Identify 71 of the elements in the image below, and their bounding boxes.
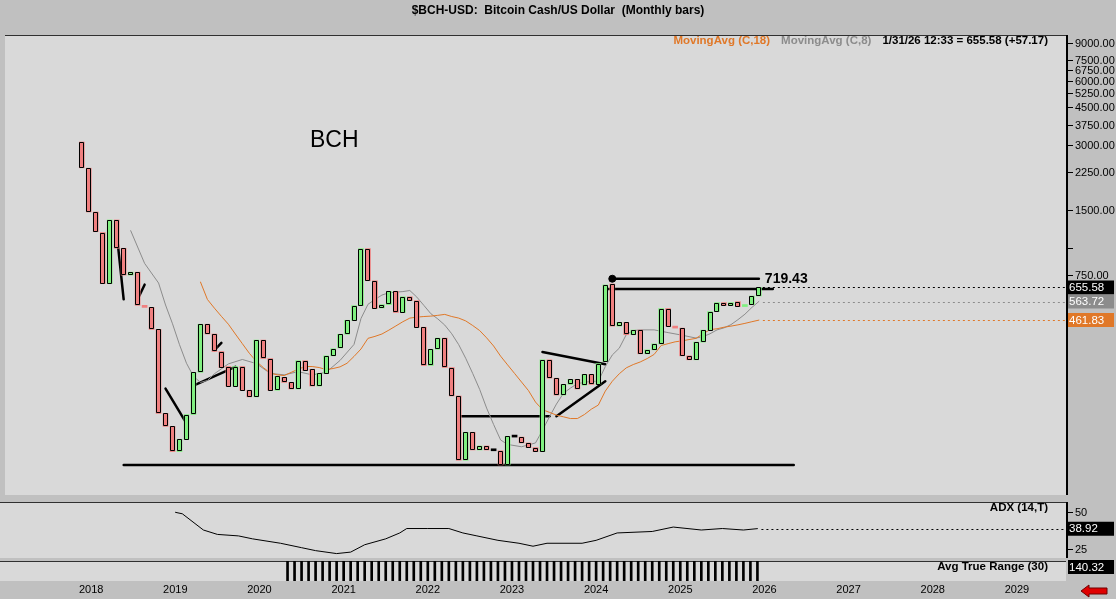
chart-title: $BCH-USD: Bitcoin Cash/US Dollar (Monthly bars) <box>410 3 706 17</box>
candlestick <box>476 445 483 451</box>
y-tick-label: 6750.00 <box>1075 63 1115 76</box>
candlestick <box>483 445 490 451</box>
legend-label: Avg True Range (30) <box>937 560 1049 573</box>
candlestick <box>204 323 211 335</box>
candlestick <box>546 359 553 379</box>
text: ADX (14,T) <box>989 501 1049 514</box>
y-tick-label: 50 <box>1075 505 1088 518</box>
candlestick <box>742 304 748 307</box>
x-tick-label: 2026 <box>752 583 777 596</box>
x-tick-label: 2019 <box>163 583 188 596</box>
y-tick-label: 5250.00 <box>1075 86 1115 99</box>
candlestick <box>148 307 155 330</box>
candlestick <box>532 447 539 452</box>
candlestick <box>78 141 85 169</box>
candlestick <box>560 384 567 396</box>
y-tick-label: 4500.00 <box>1075 100 1115 113</box>
x-tick-label: 2023 <box>499 583 525 596</box>
candlestick <box>525 442 532 448</box>
candlestick <box>169 426 176 452</box>
x-tick-label: 2027 <box>836 583 861 596</box>
y-tick-label: 9000.00 <box>1075 36 1115 49</box>
annotation: 655.58 <box>1069 281 1105 294</box>
x-tick-label: 2028 <box>920 583 945 596</box>
y-tick-label: 3750.00 <box>1075 118 1115 131</box>
y-tick-label: 3000.00 <box>1075 138 1115 151</box>
x-tick-label: 2022 <box>415 583 441 596</box>
text: BCH <box>310 126 359 153</box>
candlestick <box>735 301 741 307</box>
candlestick <box>162 413 169 427</box>
candlestick <box>490 448 497 452</box>
candlestick <box>700 329 706 343</box>
candlestick <box>155 329 162 414</box>
candlestick <box>218 351 225 368</box>
candlestick <box>518 436 525 444</box>
candlestick <box>574 379 581 390</box>
y-tick-label: 7500.00 <box>1075 53 1115 66</box>
candlestick <box>127 271 134 276</box>
candlestick <box>658 308 664 345</box>
candlestick <box>141 305 148 308</box>
y-tick-label: 750.00 <box>1075 268 1109 281</box>
x-tick-label: 2020 <box>247 583 272 596</box>
y-tick-label: 25 <box>1075 542 1088 555</box>
candlestick <box>686 355 692 361</box>
text: MovingAvg (C,18) <box>673 34 771 47</box>
candlestick <box>588 374 595 385</box>
candlestick <box>553 377 560 396</box>
annotation: 38.92 <box>1069 522 1098 535</box>
candlestick <box>330 348 336 357</box>
x-tick-label: 2029 <box>1004 583 1030 596</box>
x-tick-label: 2021 <box>331 583 356 596</box>
x-tick-label: 2018 <box>78 583 104 596</box>
y-tick-label: 2250.00 <box>1075 165 1115 178</box>
candlestick <box>92 211 99 233</box>
annotation: 1/31/26 12:33 = 655.58 (+57.17) <box>882 34 1049 47</box>
y-tick-label: 6000.00 <box>1075 74 1115 87</box>
candlestick <box>197 323 204 373</box>
x-tick-label: 2024 <box>583 583 609 596</box>
y-tick-label: 1500.00 <box>1075 203 1115 216</box>
annotation: 461.83 <box>1069 313 1105 326</box>
candlestick <box>679 327 685 357</box>
candlestick <box>581 374 588 386</box>
candlestick <box>567 379 574 385</box>
annotation: 719.43 <box>764 269 808 286</box>
text: MovingAvg (C,8) <box>781 34 872 47</box>
x-tick-label: 2025 <box>668 583 693 596</box>
text: 140.32 <box>1069 560 1105 573</box>
candlestick <box>85 167 92 213</box>
candlestick <box>176 438 183 452</box>
annotation: 563.72 <box>1069 295 1105 308</box>
